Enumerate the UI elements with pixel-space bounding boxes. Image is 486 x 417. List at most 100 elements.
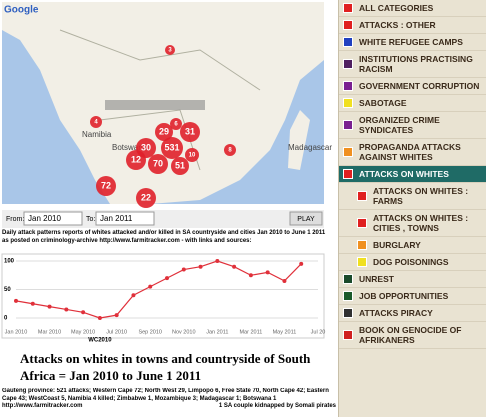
map-marker[interactable] (165, 45, 175, 55)
map-marker[interactable] (224, 144, 236, 156)
map-marker[interactable] (170, 118, 182, 130)
x-tick-label: May 2010 (71, 329, 95, 335)
swatch (343, 274, 353, 284)
from-select[interactable] (23, 211, 83, 226)
menu-item[interactable]: UNREST (339, 271, 486, 288)
map-marker[interactable] (185, 148, 199, 162)
marker-label: 72 (101, 180, 111, 190)
menu-item[interactable]: ATTACKS ON WHITES (339, 166, 486, 183)
marker-label: 70 (153, 158, 163, 168)
data-point (81, 310, 86, 315)
data-point (198, 264, 203, 269)
marker-label: 22 (141, 192, 151, 202)
play-button[interactable] (289, 211, 323, 226)
menu-label: ATTACKS ON WHITES : FARMS (373, 186, 469, 206)
data-point (114, 313, 119, 318)
category-menu: ALL CATEGORIES ATTACKS : OTHER WHITE REFUG… (338, 0, 486, 417)
map-logo: Google (4, 5, 39, 16)
data-point (47, 304, 52, 309)
y-tick-label: 100 (4, 259, 15, 265)
map-marker[interactable] (161, 137, 183, 159)
to-select[interactable] (95, 211, 155, 226)
menu-label: WHITE REFUGEE CAMPS (359, 37, 463, 47)
chart-frame (1, 253, 325, 339)
menu-label: JOB OPPORTUNITIES (359, 291, 449, 301)
marker-label: 12 (131, 154, 141, 164)
marker-label: 31 (185, 126, 195, 136)
swatch (343, 20, 353, 30)
footer-note: 1 SA couple kidnapped by Somali pirates (218, 403, 336, 409)
menu-label: BOOK ON GENOCIDE OF AFRIKANERS (359, 325, 462, 345)
marker-label: 51 (175, 160, 185, 170)
data-point (265, 270, 270, 275)
menu-item[interactable]: DOG POISONINGS (339, 254, 486, 271)
map-marker[interactable] (148, 154, 168, 174)
x-tick-label: Mar 2011 (239, 329, 262, 335)
data-point (165, 276, 169, 281)
place: Botswana (112, 143, 148, 152)
swatch (343, 147, 353, 157)
menu-label: ATTACKS ON WHITES : CITIES , TOWNS (373, 213, 469, 233)
swatch (357, 218, 367, 228)
menu-label: ORGANIZED CRIME SYNDICATES (359, 115, 440, 135)
menu-item[interactable]: ATTACKS ON WHITES : FARMS (339, 183, 486, 210)
menu-item[interactable]: INSTITUTIONS PRACTISING RACISM (339, 51, 486, 78)
menu-item[interactable]: ALL CATEGORIES (339, 0, 486, 17)
x-tick-label: Jul 2010 (106, 329, 127, 335)
x-tick-label: Jan 2011 (206, 329, 228, 335)
data-point (232, 264, 237, 269)
menu-item[interactable]: PROPAGANDA ATTACKS AGAINST WHITES (339, 139, 486, 166)
marker-label: 29 (159, 126, 169, 136)
menu-item[interactable]: ATTACKS PIRACY (339, 305, 486, 322)
map-marker[interactable] (90, 116, 102, 128)
data-point (30, 301, 35, 306)
map-marker[interactable] (96, 176, 116, 196)
marker-label: 6 (174, 122, 178, 128)
footer: Gauteng province: 521 attacks; Western C… (2, 388, 336, 411)
menu-item[interactable]: GOVERNMENT CORRUPTION (339, 78, 486, 95)
x-tick-label: Nov 2010 (172, 329, 196, 335)
menu-item[interactable]: ORGANIZED CRIME SYNDICATES (339, 112, 486, 139)
menu-item[interactable]: SABOTAGE (339, 95, 486, 112)
data-point (181, 267, 186, 272)
menu-label: SABOTAGE (359, 98, 407, 108)
swatch (343, 169, 353, 179)
map-marker[interactable] (180, 122, 200, 142)
caption: Daily attack patterns reports of whites … (2, 230, 326, 244)
swatch (357, 257, 367, 267)
menu-item[interactable]: JOB OPPORTUNITIES (339, 288, 486, 305)
from-label: From: (6, 216, 24, 223)
map-marker[interactable] (155, 123, 173, 141)
menu-label: ATTACKS : OTHER (359, 20, 436, 30)
place: Namibia (82, 130, 112, 139)
swatch (343, 3, 353, 13)
series-line (15, 260, 302, 319)
headline-box: Attacks on whites in towns and countrysi… (20, 351, 311, 383)
madagascar-land (288, 110, 310, 170)
headline: Attacks on whites in towns and countrysi… (20, 351, 311, 383)
map-marker[interactable] (171, 157, 189, 175)
swatch (343, 120, 353, 130)
map-marker[interactable] (136, 188, 156, 208)
footer-text: Gauteng province: 521 attacks; Western C… (2, 388, 329, 409)
menu-item[interactable]: BURGLARY (339, 237, 486, 254)
data-point (97, 316, 102, 320)
menu-item[interactable]: ATTACKS : OTHER (339, 17, 486, 34)
swatch (343, 59, 353, 69)
marker-label: 4 (94, 120, 98, 126)
marker-label: 30 (141, 142, 151, 152)
menu-label: ATTACKS ON WHITES (359, 169, 449, 179)
menu-item[interactable]: WHITE REFUGEE CAMPS (339, 34, 486, 51)
play-label: PLAY (297, 216, 315, 223)
menu-item[interactable]: ATTACKS ON WHITES : CITIES , TOWNS (339, 210, 486, 237)
map-marker[interactable] (126, 150, 146, 170)
map-slider[interactable] (105, 100, 205, 110)
data-point (282, 278, 287, 283)
swatch (343, 37, 353, 47)
y-tick-label: 0 (4, 316, 8, 322)
x-tick-label: Sep 2010 (138, 329, 162, 335)
data-point (64, 307, 69, 312)
caption-box: Daily attack patterns reports of whites … (2, 230, 326, 244)
menu-item[interactable]: BOOK ON GENOCIDE OF AFRIKANERS (339, 322, 486, 349)
swatch (357, 240, 367, 250)
